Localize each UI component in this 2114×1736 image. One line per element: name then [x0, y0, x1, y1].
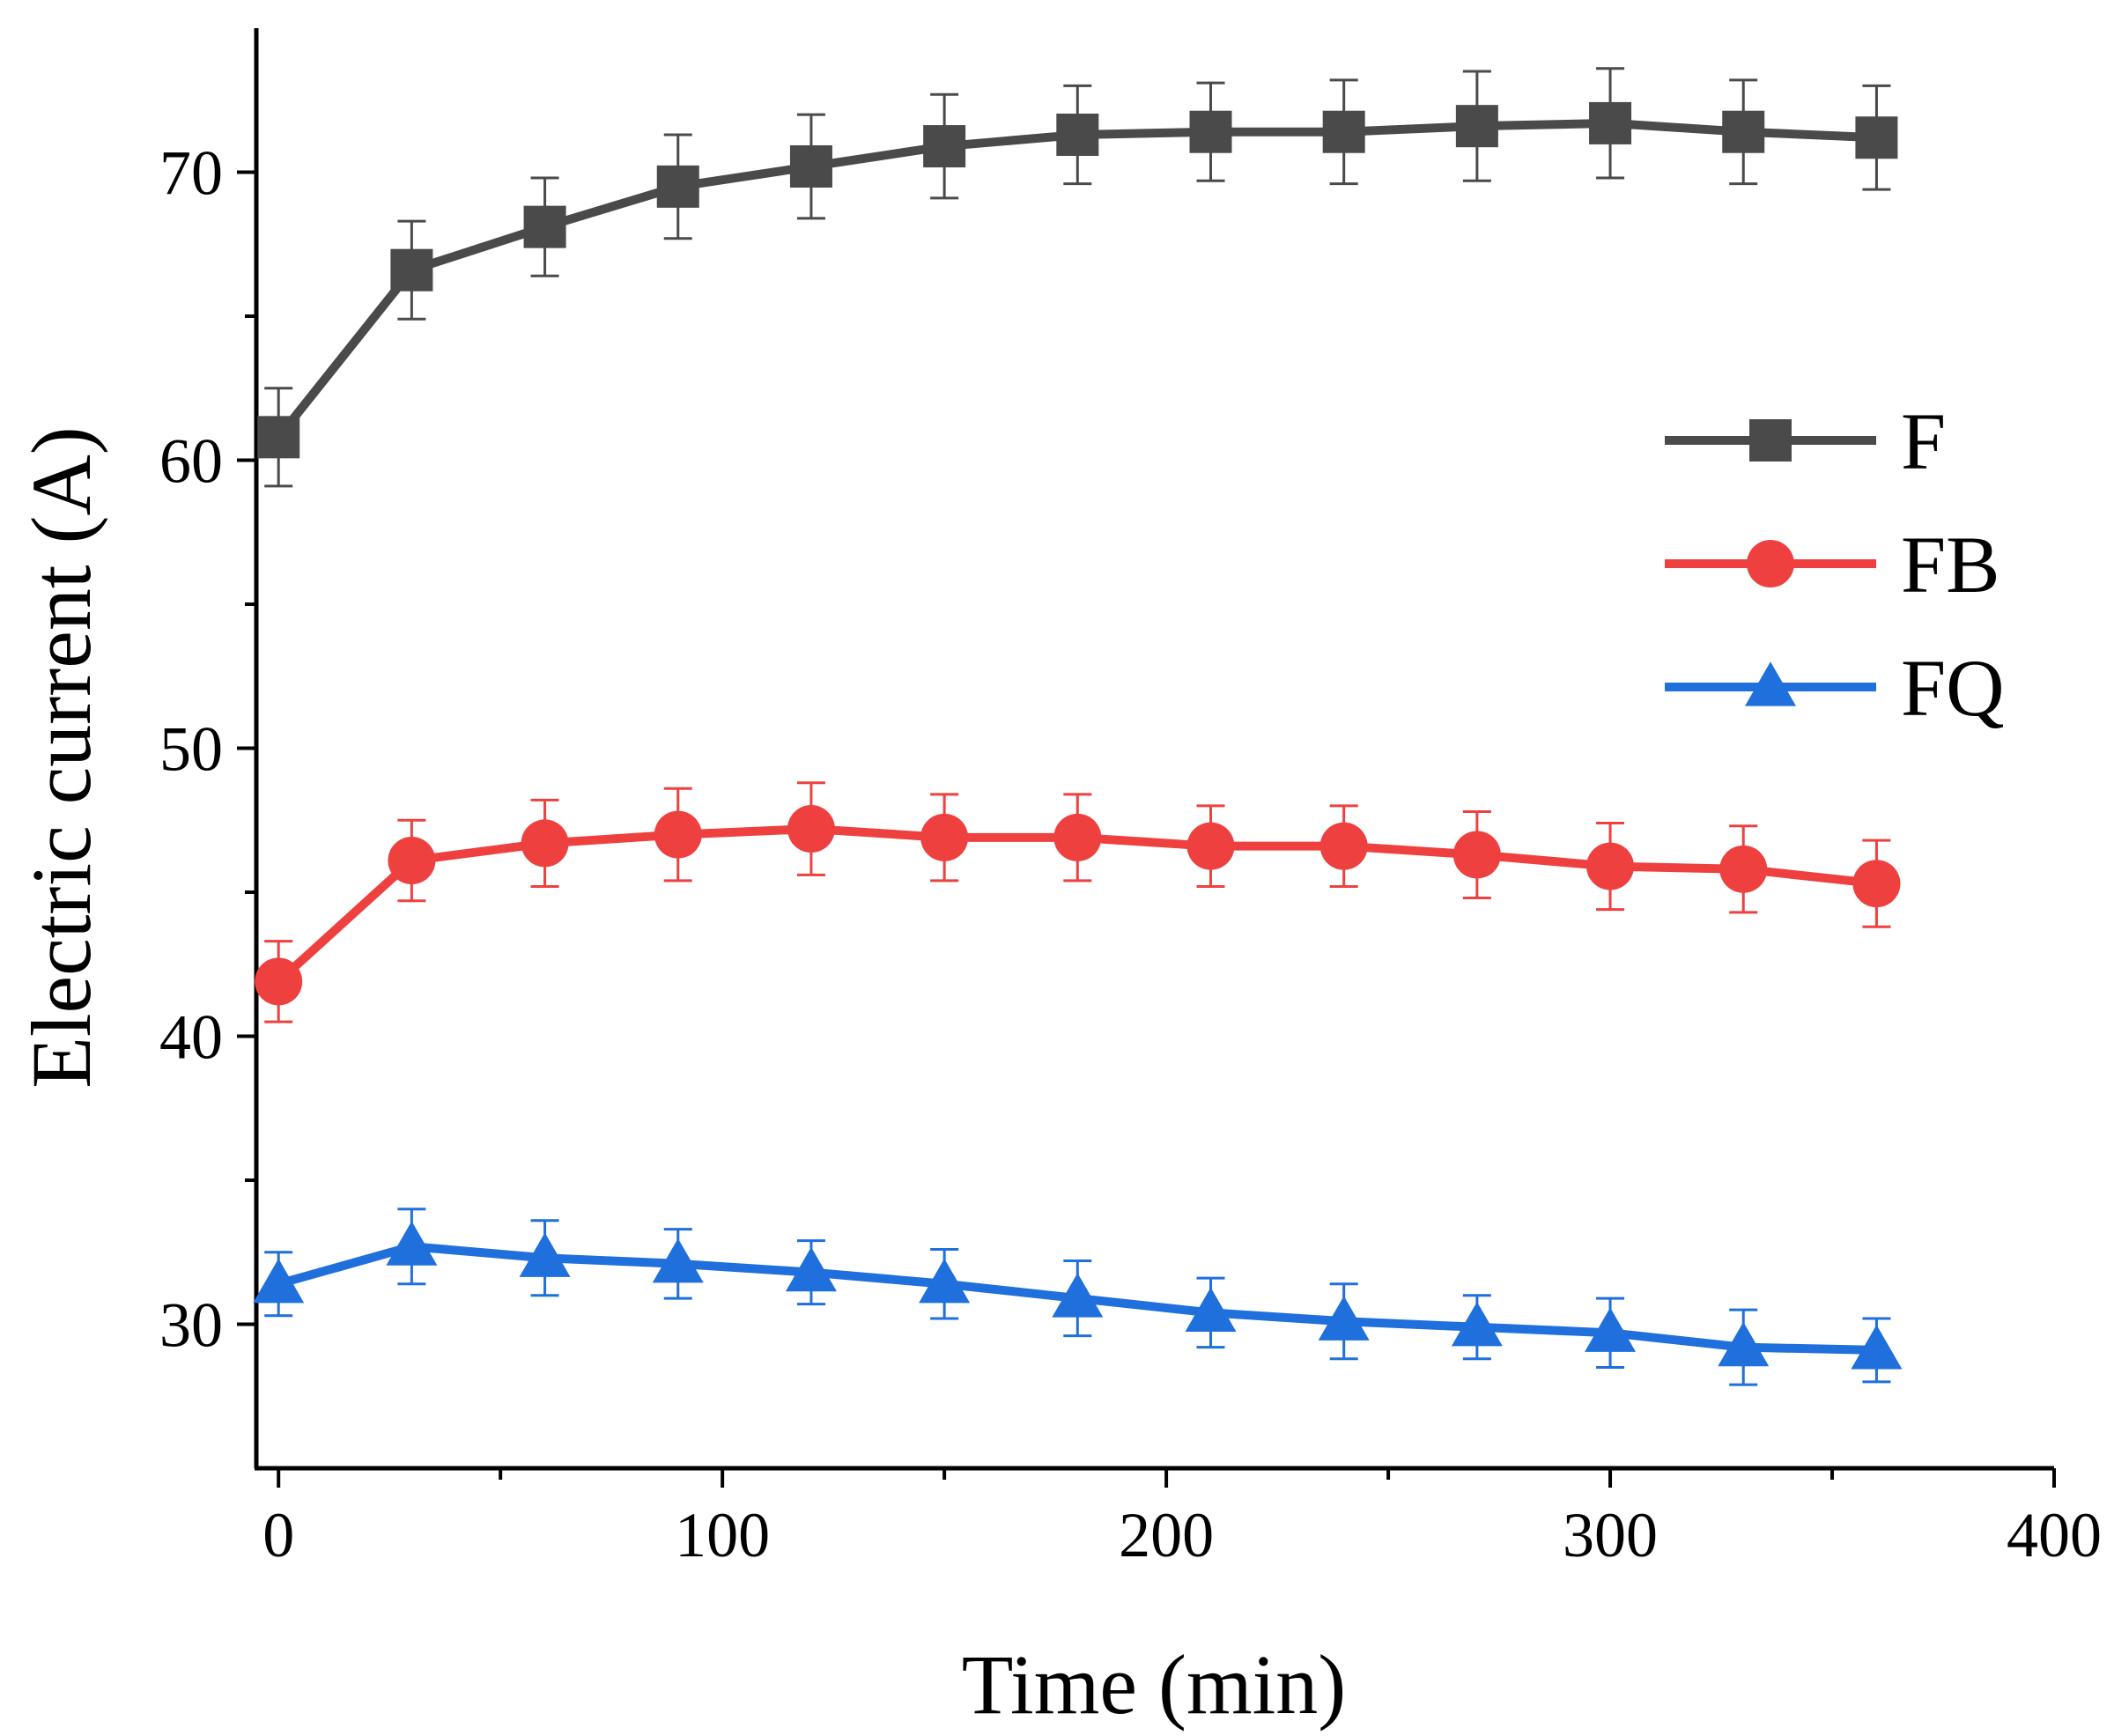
data-point: [386, 1221, 438, 1266]
data-point: [1852, 860, 1901, 908]
data-point: [656, 165, 699, 208]
data-point: [1052, 1273, 1104, 1318]
series-FB: [255, 781, 1901, 1023]
data-point: [257, 416, 300, 459]
data-point: [388, 837, 436, 885]
data-point: [787, 805, 835, 853]
legend-label: FQ: [1901, 643, 2005, 733]
axes: 0 100 200 300 400 30 40 50 60 70: [159, 28, 2102, 1570]
x-tick-label: 400: [2007, 1500, 2102, 1570]
data-point: [1851, 1325, 1903, 1370]
data-point: [789, 144, 832, 188]
data-point: [1719, 845, 1768, 893]
data-point: [1722, 110, 1765, 153]
legend-marker: [1749, 419, 1792, 462]
data-point: [919, 1258, 971, 1304]
data-point: [1585, 1307, 1637, 1352]
data-point: [1322, 110, 1365, 153]
data-point: [652, 1238, 704, 1283]
series-layer: [253, 67, 1903, 1386]
data-point: [255, 957, 303, 1006]
y-tick-label: 60: [159, 426, 223, 497]
legend-item-FB: FB: [1665, 520, 2000, 609]
data-point: [1189, 110, 1232, 153]
y-tick-label: 70: [159, 138, 223, 209]
x-tick-label: 0: [262, 1500, 294, 1570]
data-point: [1318, 1296, 1370, 1341]
data-point: [253, 1258, 305, 1304]
data-point: [390, 248, 433, 292]
legend-marker: [1745, 661, 1796, 706]
data-point: [1056, 113, 1099, 156]
data-point: [1452, 831, 1501, 879]
legend: F FB FQ: [1665, 396, 2005, 733]
legend-item-FQ: FQ: [1665, 643, 2005, 733]
data-point: [1589, 101, 1632, 144]
y-tick-label: 40: [159, 1002, 223, 1073]
data-point: [1718, 1321, 1770, 1367]
data-point: [1185, 1287, 1237, 1333]
data-point: [523, 205, 566, 248]
y-tick-label: 30: [159, 1290, 223, 1361]
data-point: [923, 125, 966, 168]
data-point: [519, 1232, 571, 1277]
x-tick-label: 300: [1563, 1500, 1658, 1570]
x-tick-label: 200: [1119, 1500, 1214, 1570]
data-point: [1451, 1301, 1503, 1347]
legend-label: F: [1901, 396, 1946, 486]
data-point: [654, 810, 702, 859]
x-axis-title: Time (min): [962, 1637, 1347, 1732]
data-point: [920, 813, 969, 861]
data-point: [1319, 822, 1368, 870]
data-point: [1053, 813, 1102, 861]
y-tick-label: 50: [159, 714, 223, 785]
data-point: [1586, 842, 1635, 890]
y-axis-title: Electric current (A): [14, 426, 108, 1089]
data-point: [1855, 116, 1898, 159]
x-tick-label: 100: [675, 1500, 770, 1570]
legend-label: FB: [1901, 520, 2000, 609]
data-point: [785, 1246, 837, 1292]
series-F: [257, 67, 1898, 488]
legend-item-F: F: [1665, 396, 1946, 486]
data-point: [1455, 105, 1498, 148]
data-point: [521, 819, 569, 868]
data-point: [1186, 822, 1235, 870]
series-FQ: [253, 1208, 1903, 1386]
legend-marker: [1747, 540, 1794, 587]
